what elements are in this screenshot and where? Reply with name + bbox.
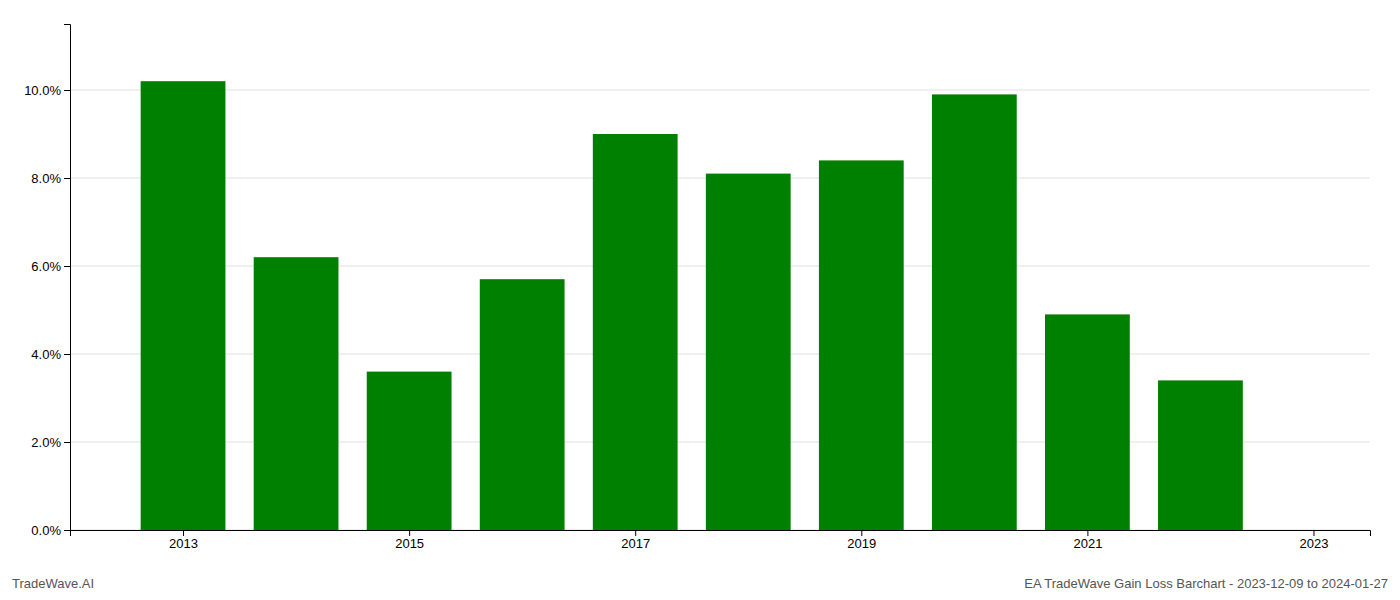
tick-mark (64, 266, 70, 267)
tick-mark (861, 530, 862, 536)
tick-label: 6.0% (31, 259, 61, 274)
x-tick: 2023 (1300, 530, 1329, 551)
y-axis: 0.0% 2.0% 4.0% 6.0% 8.0% 10.0% (24, 25, 70, 538)
tick-label: 4.0% (31, 347, 61, 362)
x-tick: 2015 (395, 530, 424, 551)
tick-mark (64, 354, 70, 355)
bar (932, 94, 1017, 530)
x-tick: 2013 (169, 530, 198, 551)
bar (254, 257, 339, 530)
tick-label: 2015 (395, 536, 424, 551)
tick-mark (64, 442, 70, 443)
bar (819, 160, 904, 530)
grid (70, 90, 1370, 530)
tick-mark (409, 530, 410, 536)
bar (141, 81, 226, 530)
bar (367, 372, 452, 530)
tick-label: 8.0% (31, 171, 61, 186)
bar (706, 174, 791, 530)
tick-label: 2019 (847, 536, 876, 551)
tick-mark (64, 178, 70, 179)
tick-mark (1087, 530, 1088, 536)
axis-line (64, 25, 71, 531)
tick-label: 2.0% (31, 435, 61, 450)
footer-text: EA TradeWave Gain Loss Barchart - 2023-1… (1024, 576, 1388, 591)
tick-label: 2023 (1300, 536, 1329, 551)
x-tick: 2017 (621, 530, 650, 551)
x-tick: 2019 (847, 530, 876, 551)
x-axis: 2013 2015 2017 2019 2021 2023 (71, 530, 1371, 551)
grid-line (70, 90, 1370, 91)
x-tick: 2021 (1073, 530, 1102, 551)
chart-svg: 2013 2015 2017 2019 2021 2023 0.0% 2.0% 4.0% 6.0%… (0, 0, 1400, 600)
tick-mark (1313, 530, 1314, 536)
axis-line (71, 531, 1371, 537)
tick-label: 2021 (1073, 536, 1102, 551)
tick-label: 2017 (621, 536, 650, 551)
bar (1158, 380, 1243, 530)
bar (593, 134, 678, 530)
y-tick: 10.0% (24, 83, 70, 98)
y-tick: 0.0% (31, 523, 70, 538)
tick-label: 10.0% (24, 83, 61, 98)
y-tick: 2.0% (31, 435, 70, 450)
y-tick: 8.0% (31, 171, 70, 186)
chart-container: 2013 2015 2017 2019 2021 2023 0.0% 2.0% 4.0% 6.0%… (0, 0, 1400, 600)
tick-mark (64, 90, 70, 91)
bars (141, 81, 1243, 530)
tick-label: 0.0% (31, 523, 61, 538)
bar (480, 279, 565, 530)
y-tick: 6.0% (31, 259, 70, 274)
bar (1045, 314, 1130, 530)
tick-mark (183, 530, 184, 536)
y-tick: 4.0% (31, 347, 70, 362)
footer-text: TradeWave.AI (12, 576, 94, 591)
tick-mark (635, 530, 636, 536)
tick-label: 2013 (169, 536, 198, 551)
tick-mark (64, 530, 70, 531)
